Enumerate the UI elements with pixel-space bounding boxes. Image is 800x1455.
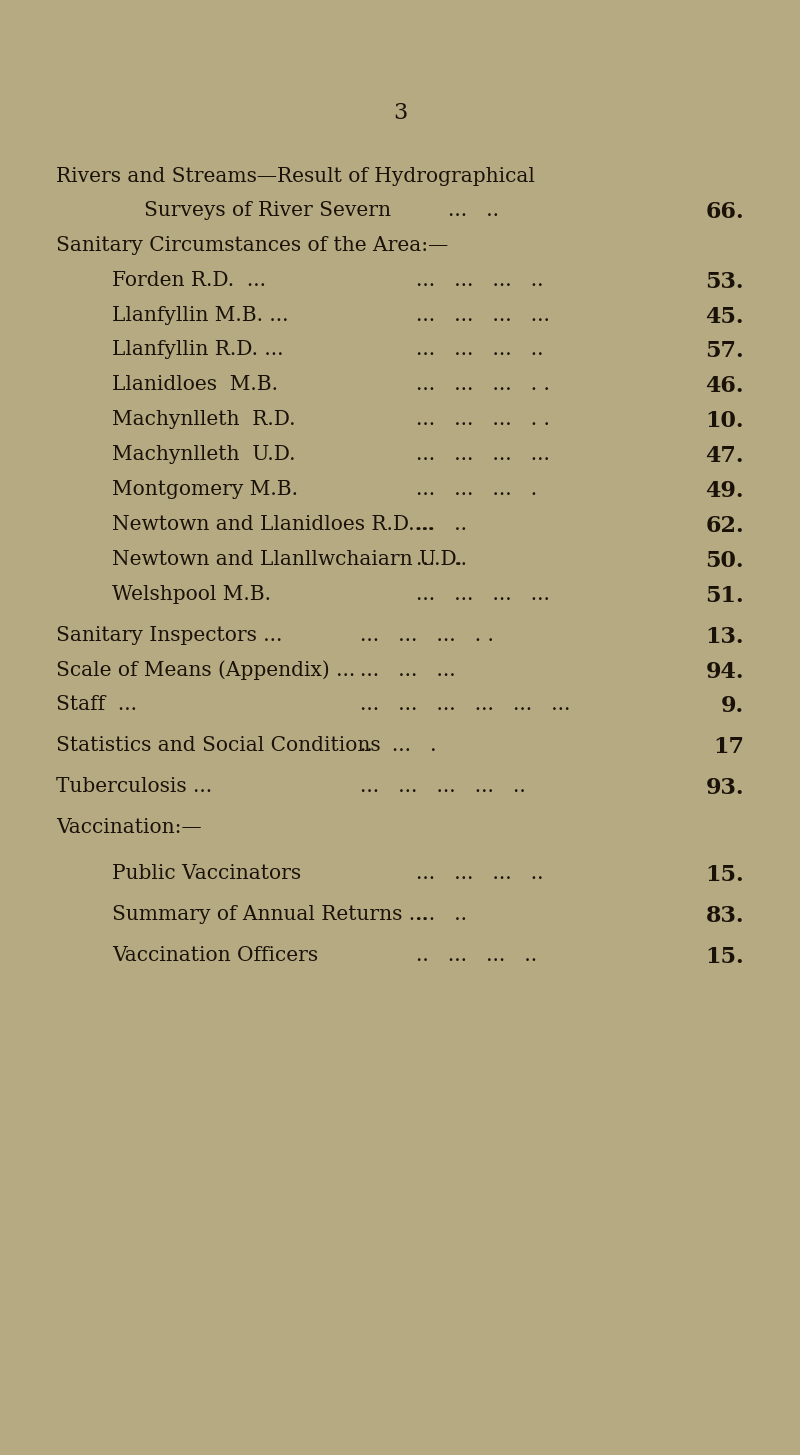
Text: ...   ...   ...   ...: ... ... ... ... <box>416 445 550 464</box>
Text: 9.: 9. <box>721 695 744 717</box>
Text: ...   ...   ...   . .: ... ... ... . . <box>416 410 550 429</box>
Text: ...   ...   ...   .: ... ... ... . <box>416 480 537 499</box>
Text: ..   ...   ...   ..: .. ... ... .. <box>416 946 537 965</box>
Text: ...   ...   ...   . .: ... ... ... . . <box>416 375 550 394</box>
Text: Forden R.D.  ...: Forden R.D. ... <box>112 271 266 290</box>
Text: Staff  ...: Staff ... <box>56 695 137 714</box>
Text: 57.: 57. <box>706 340 744 362</box>
Text: ...   ...   ...   ...   ..: ... ... ... ... .. <box>360 777 526 796</box>
Text: 15.: 15. <box>706 946 744 968</box>
Text: 17: 17 <box>713 736 744 758</box>
Text: Newtown and Llanllwchaiarn U.D.: Newtown and Llanllwchaiarn U.D. <box>112 550 462 569</box>
Text: 46.: 46. <box>706 375 744 397</box>
Text: 66.: 66. <box>706 201 744 223</box>
Text: 51.: 51. <box>706 585 744 607</box>
Text: 45.: 45. <box>706 306 744 327</box>
Text: ...   ..: ... .. <box>416 905 467 924</box>
Text: 13.: 13. <box>706 626 744 647</box>
Text: Vaccination:—: Vaccination:— <box>56 818 202 837</box>
Text: ...   ...   ...: ... ... ... <box>360 661 456 679</box>
Text: Summary of Annual Returns ...: Summary of Annual Returns ... <box>112 905 428 924</box>
Text: Scale of Means (Appendix) ...: Scale of Means (Appendix) ... <box>56 661 355 681</box>
Text: ..   ...   .: .. ... . <box>360 736 437 755</box>
Text: Surveys of River Severn: Surveys of River Severn <box>144 201 391 220</box>
Text: Machynlleth  R.D.: Machynlleth R.D. <box>112 410 295 429</box>
Text: Vaccination Officers: Vaccination Officers <box>112 946 318 965</box>
Text: Llanfyllin M.B. ...: Llanfyllin M.B. ... <box>112 306 289 324</box>
Text: 94.: 94. <box>706 661 744 682</box>
Text: 10.: 10. <box>706 410 744 432</box>
Text: 50.: 50. <box>706 550 744 572</box>
Text: ...   ..: ... .. <box>448 201 499 220</box>
Text: Montgomery M.B.: Montgomery M.B. <box>112 480 298 499</box>
Text: 3: 3 <box>393 102 407 124</box>
Text: Tuberculosis ...: Tuberculosis ... <box>56 777 212 796</box>
Text: ...   ...   ...   ..: ... ... ... .. <box>416 271 543 290</box>
Text: Public Vaccinators: Public Vaccinators <box>112 864 301 883</box>
Text: ...   ...   ...   ...: ... ... ... ... <box>416 306 550 324</box>
Text: Llanfyllin R.D. ...: Llanfyllin R.D. ... <box>112 340 283 359</box>
Text: 15.: 15. <box>706 864 744 886</box>
Text: Welshpool M.B.: Welshpool M.B. <box>112 585 271 604</box>
Text: Sanitary Circumstances of the Area:—: Sanitary Circumstances of the Area:— <box>56 236 448 255</box>
Text: Statistics and Social Conditions: Statistics and Social Conditions <box>56 736 381 755</box>
Text: 83.: 83. <box>706 905 744 927</box>
Text: Newtown and Llanidloes R.D....: Newtown and Llanidloes R.D.... <box>112 515 434 534</box>
Text: 47.: 47. <box>706 445 744 467</box>
Text: 93.: 93. <box>706 777 744 799</box>
Text: ...   ...   ...   . .: ... ... ... . . <box>360 626 494 645</box>
Text: ...   ...   ...   ..: ... ... ... .. <box>416 864 543 883</box>
Text: Llanidloes  M.B.: Llanidloes M.B. <box>112 375 278 394</box>
Text: ...   ..: ... .. <box>416 550 467 569</box>
Text: 49.: 49. <box>706 480 744 502</box>
Text: Machynlleth  U.D.: Machynlleth U.D. <box>112 445 295 464</box>
Text: ...   ..: ... .. <box>416 515 467 534</box>
Text: ...   ...   ...   ..: ... ... ... .. <box>416 340 543 359</box>
Text: 53.: 53. <box>706 271 744 292</box>
Text: Rivers and Streams—Result of Hydrographical: Rivers and Streams—Result of Hydrographi… <box>56 167 535 186</box>
Text: ...   ...   ...   ...: ... ... ... ... <box>416 585 550 604</box>
Text: Sanitary Inspectors ...: Sanitary Inspectors ... <box>56 626 282 645</box>
Text: 62.: 62. <box>706 515 744 537</box>
Text: ...   ...   ...   ...   ...   ...: ... ... ... ... ... ... <box>360 695 570 714</box>
